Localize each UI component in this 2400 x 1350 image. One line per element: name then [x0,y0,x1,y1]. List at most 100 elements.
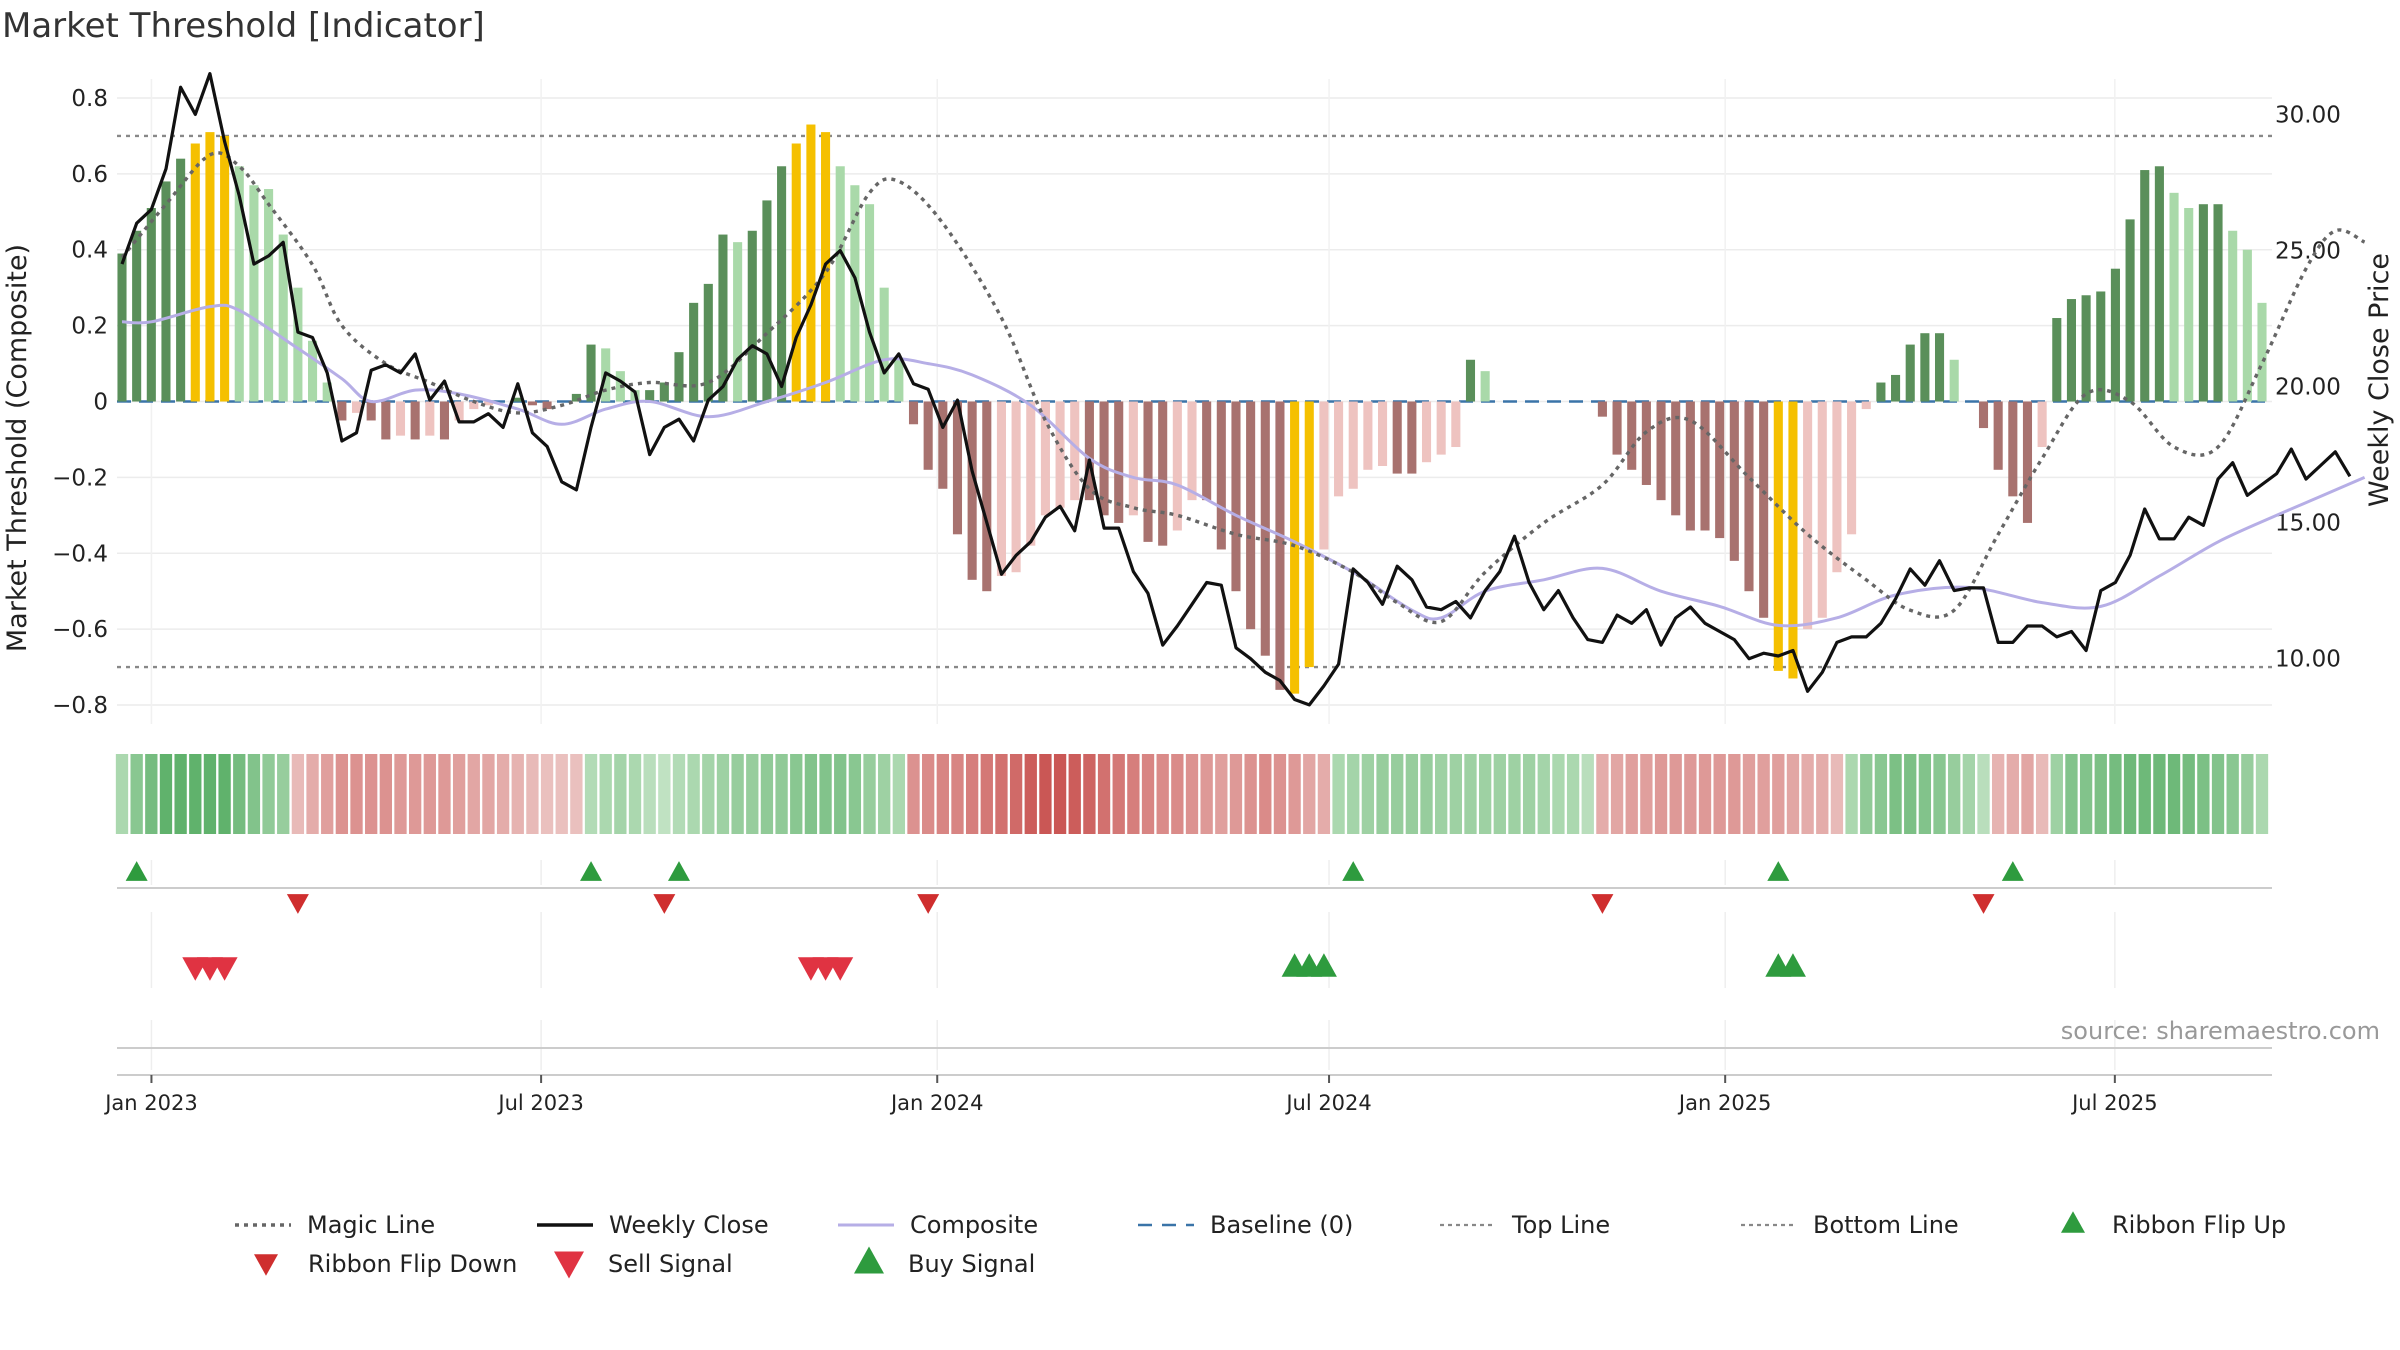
date-tick-label: Jan 2025 [1677,1091,1772,1115]
ribbon-cell [1728,754,1741,834]
ribbon-cell [1757,754,1770,834]
composite-bar [1993,401,2003,470]
ribbon-cell [291,754,305,834]
composite-bar [1334,401,1344,497]
ribbon-cell [1948,754,1961,834]
composite-bar [1143,401,1153,542]
ribbon-cell [159,754,173,834]
ribbon-cell [2197,754,2210,834]
ribbon-cell [2021,754,2034,834]
ribbon-cell [2211,754,2225,834]
ribbon-cell [936,754,949,834]
ribbon-flip-up-marker [2001,861,2024,881]
ribbon-cell [1317,754,1331,834]
legend-swatch [2061,1211,2085,1233]
composite-bar [483,401,493,406]
composite-bar [1290,401,1300,694]
composite-bar [161,181,171,402]
ribbon-cell [1904,754,1917,834]
ribbon-cell [1024,754,1037,834]
legend-label: Baseline (0) [1210,1211,1353,1239]
legend-item-top-line: Top Line [1440,1211,1610,1239]
ribbon-cell [1215,754,1228,834]
ribbon-cell [2109,754,2122,834]
ribbon-cell [2050,754,2063,834]
ribbon-cell [1977,754,1990,834]
ribbon-cell [1816,754,1829,834]
composite-bar [2052,318,2062,402]
ribbon-cell [1830,754,1844,834]
composite-bar [146,208,156,402]
composite-bar [1876,382,1886,402]
ribbon-cell [1698,754,1712,834]
composite-bar [1202,401,1212,501]
ribbon-cell [189,754,202,834]
ribbon-cell [1009,754,1023,834]
ribbon-cell [1669,754,1682,834]
ribbon-cell [995,754,1008,834]
composite-bar [1055,401,1065,508]
composite-bar [659,382,669,402]
ribbon-cell [922,754,935,834]
ribbon-cell [1244,754,1257,834]
ribbon-cell [819,754,832,834]
ribbon-cell [130,754,143,834]
composite-bar [1773,401,1783,671]
composite-bar [190,143,200,402]
weekly-close-line [120,71,2352,707]
composite-bar [1304,401,1314,668]
ribbon-cell [1566,754,1580,834]
composite-bar [308,340,318,402]
composite-bar [1759,401,1769,618]
ribbon-cell [2182,754,2195,834]
composite-bar [1231,401,1241,592]
ribbon-cell [335,754,349,834]
ribbon-cell [2153,754,2166,834]
ribbon-cell [731,754,744,834]
right-tick-label: 25.00 [2275,238,2341,264]
ribbon-cell [306,754,319,834]
ribbon-cell [687,754,700,834]
legend-item-sell-signal: Sell Signal [554,1250,733,1279]
ribbon-cell [145,754,158,834]
ribbon-cell [672,754,686,834]
legend: Magic Line Weekly Close Composite Baseline … [235,1211,2286,1279]
ribbon-cell [555,754,568,834]
ribbon-cell [1493,754,1506,834]
composite-bar [1641,401,1651,485]
composite-bar [366,401,376,421]
composite-bar [1421,401,1432,463]
left-tick-label: 0.2 [71,314,108,340]
ribbon-cell [379,754,392,834]
ribbon-cell [1801,754,1814,834]
composite-bar [1891,374,1901,402]
ribbon-cell [1185,754,1199,834]
ribbon-flip-down-marker [917,894,940,914]
right-axis-label: Weekly Close Price [2364,253,2395,507]
ribbon-flip-up-marker [1342,861,1365,881]
ribbon-cell [658,754,671,834]
composite-bar [1685,401,1695,531]
composite-bar [1407,401,1417,474]
composite-bar [322,382,332,402]
ribbon-cell [1332,754,1345,834]
composite-bar [1715,401,1725,539]
ribbon-cell [1874,754,1888,834]
composite-bar [1597,401,1607,417]
composite-bar [1817,401,1827,618]
legend-swatch [554,1251,584,1279]
left-tick-label: −0.4 [52,541,108,567]
composite-bar [1788,401,1798,679]
date-axis: Jan 2023 Jul 2023 Jan 2024 Jul 2024 Jan 2025… [103,1075,2158,1115]
ribbon-cell [1229,754,1243,834]
ribbon-cell [1786,754,1800,834]
ribbon-cell [1889,754,1902,834]
legend-item-ribbon-flip-up: Ribbon Flip Up [2061,1211,2286,1239]
left-tick-label: 0.8 [71,86,108,112]
ribbon-cell [746,754,759,834]
ribbon-cell [115,754,129,834]
right-tick-label: 10.00 [2275,647,2341,673]
ribbon-cell [1376,754,1389,834]
ribbon-cell [1918,754,1932,834]
